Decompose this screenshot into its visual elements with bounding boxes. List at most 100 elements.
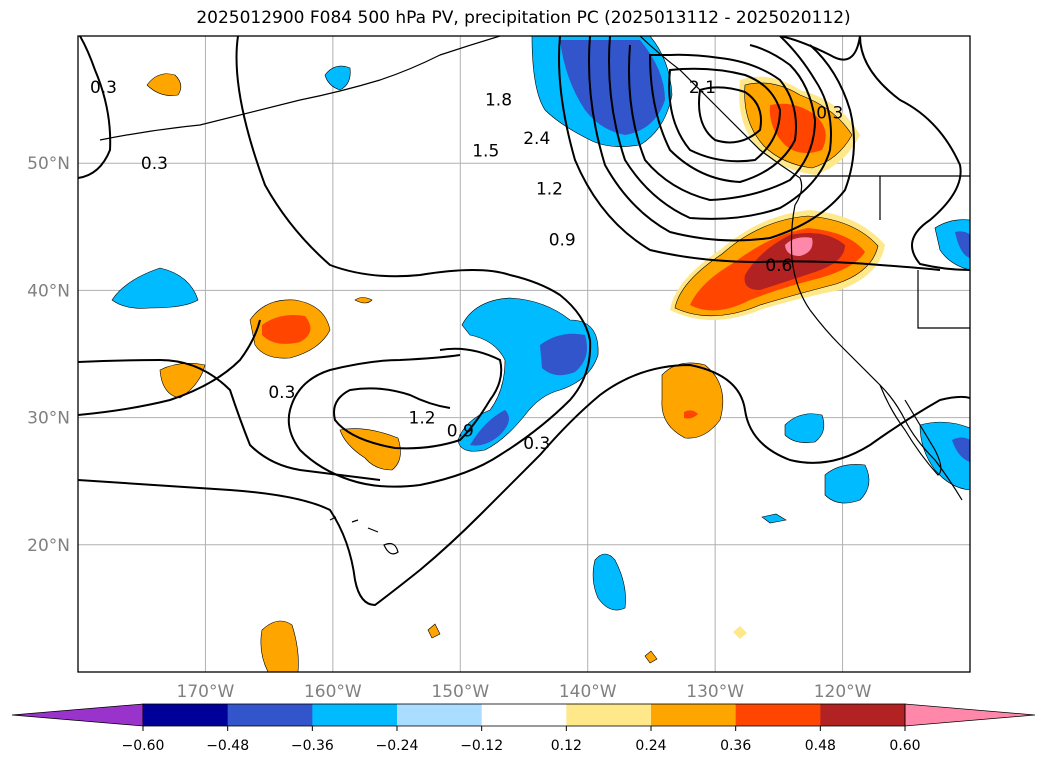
- colorbar-segment-5: [566, 704, 652, 726]
- colorbar-segment-4: [481, 704, 567, 726]
- coastline-alaska: [99, 36, 501, 141]
- pv-contour-label-0: 0.3: [90, 78, 117, 98]
- colorbar-tick-label-9: 0.60: [889, 738, 920, 754]
- colorbar-tick-label-7: 0.36: [720, 738, 751, 754]
- precip-region-central-red: [684, 410, 698, 419]
- y-tick-label-1: 30°N: [27, 409, 70, 429]
- coastline-se-alaska-bc: [639, 36, 803, 206]
- precip-region-baja-offshore-blue: [784, 413, 825, 443]
- precip-region-south-blue: [592, 553, 626, 611]
- colorbar-tick-label-0: −0.60: [122, 738, 165, 754]
- pv-contour-03-west: [78, 319, 261, 416]
- pv-contour-label-7: 1.2: [536, 180, 563, 200]
- x-tick-labels: 170°W 160°W 150°W 140°W 130°W 120°W: [177, 682, 872, 702]
- coastline-north-america-west: [790, 204, 963, 501]
- coastline-baja: [879, 384, 942, 476]
- pv-contour-label-5: 0.6: [765, 256, 792, 276]
- pv-contour-label-4: 0.3: [816, 103, 843, 123]
- precip-region-south-orange: [260, 620, 299, 672]
- pv-contour-label-13: 0.9: [447, 421, 474, 441]
- precip-region-small-orange-1: [427, 623, 441, 639]
- precip-shading: [111, 36, 970, 672]
- pv-contour-21: [668, 67, 782, 163]
- x-tick-label-4: 130°W: [686, 682, 744, 702]
- precip-region-dateline-orange: [159, 363, 206, 399]
- pv-contour-12: [608, 36, 832, 220]
- coastline-canada-border: [800, 175, 970, 329]
- precip-region-west-red: [262, 315, 311, 344]
- pv-contour-label-8: 1.5: [472, 141, 499, 161]
- x-tick-label-3: 140°W: [559, 682, 617, 702]
- colorbar-extend-min: [11, 703, 144, 727]
- colorbar-frame: [142, 703, 906, 727]
- x-tick-label-0: 170°W: [177, 682, 235, 702]
- precip-region-aleutian-orange: [146, 73, 182, 96]
- pv-contour-06: [558, 36, 941, 271]
- y-tick-label-3: 50°N: [27, 154, 70, 174]
- pv-contour-03-north: [235, 36, 592, 488]
- precip-region-small-orange-2: [644, 650, 658, 664]
- colorbar-segment-8: [820, 704, 906, 726]
- y-tick-labels: 20°N 30°N 40°N 50°N: [27, 154, 70, 556]
- pv-contour-03-canada: [779, 36, 861, 61]
- colorbar-segment-6: [651, 704, 737, 726]
- coastlines: [99, 36, 970, 555]
- colorbar-tick-label-1: −0.48: [206, 738, 249, 754]
- colorbar-tick-label-4: −0.12: [460, 738, 503, 754]
- x-tick-label-5: 120°W: [814, 682, 872, 702]
- colorbar-tick-label-2: −0.36: [291, 738, 334, 754]
- pv-contours: [78, 36, 970, 607]
- pv-contour-03-northeast: [859, 36, 970, 271]
- pv-contour-09: [588, 36, 855, 242]
- pv-contour-label-6: 0.9: [549, 231, 576, 251]
- colorbar-segment-3: [397, 704, 483, 726]
- map-frame: [77, 35, 971, 673]
- pv-contour-03-dateline: [78, 36, 112, 179]
- pv-contour-03-loop: [333, 347, 503, 450]
- colorbar-segment-0: [143, 704, 229, 726]
- pv-contour-label-3: 0.3: [523, 434, 550, 454]
- precip-region-us-west-dark: [955, 231, 970, 258]
- pv-contour-label-10: 2.1: [689, 78, 716, 98]
- precip-region-trough-dark: [540, 333, 588, 376]
- precip-region-aleutian-blue: [324, 65, 351, 91]
- y-tick-label-0: 20°N: [27, 536, 70, 556]
- colorbar-tick-label-6: 0.24: [635, 738, 666, 754]
- pv-contour-24: [698, 86, 762, 144]
- pv-contour-03-mid: [78, 358, 381, 481]
- pv-contour-label-2: 0.3: [268, 383, 295, 403]
- colorbar-segment-7: [735, 704, 821, 726]
- coastline-hawaii: [329, 516, 399, 555]
- precip-region-small-orange-4: [354, 297, 373, 304]
- colorbar-segment-2: [312, 704, 398, 726]
- precip-region-central-orange: [661, 362, 724, 439]
- y-tick-label-2: 40°N: [27, 281, 70, 301]
- precip-region-gulf-alaska-dark: [560, 40, 665, 135]
- pv-contour-label-11: 2.4: [523, 129, 550, 149]
- colorbar-segment-1: [227, 704, 313, 726]
- precip-region-west-blue: [111, 267, 199, 309]
- precip-region-baja-blue: [824, 464, 870, 504]
- precip-region-trough-blue: [457, 297, 599, 452]
- pv-contour-18: [648, 53, 797, 184]
- colorbar-tick-label-5: 0.12: [551, 738, 582, 754]
- pv-contour-label-9: 1.8: [485, 91, 512, 111]
- chart-title: 2025012900 F084 500 hPa PV, precipitatio…: [196, 8, 851, 28]
- colorbar-extend-max: [904, 703, 1036, 727]
- x-tick-label-1: 160°W: [304, 682, 362, 702]
- pv-contour-label-1: 0.3: [141, 154, 168, 174]
- colorbar: −0.60 −0.48 −0.36 −0.24 −0.12 0.12 0.24 0.36 0.4…: [11, 703, 1036, 754]
- colorbar-tick-label-3: −0.24: [376, 738, 419, 754]
- precip-region-mexico-dark: [952, 437, 970, 462]
- precip-region-small-blue-1: [761, 513, 787, 524]
- precip-region-small-orange-3: [733, 626, 747, 639]
- pv-contour-15: [628, 44, 817, 202]
- contour-labels: 0.3 0.3 0.3 0.3 0.3 0.6 0.9 1.2 1.5 1.8 2.1 2.4 1.2 0…: [90, 78, 843, 454]
- colorbar-tick-label-8: 0.48: [805, 738, 836, 754]
- pv-contour-label-12: 1.2: [409, 409, 436, 429]
- precip-region-trough-dark2: [470, 410, 509, 446]
- x-tick-label-2: 150°W: [431, 682, 489, 702]
- pv-contour-03-south: [78, 363, 970, 607]
- map-area: 0.3 0.3 0.3 0.3 0.3 0.6 0.9 1.2 1.5 1.8 2.1 2.4 1.2 0…: [78, 36, 970, 672]
